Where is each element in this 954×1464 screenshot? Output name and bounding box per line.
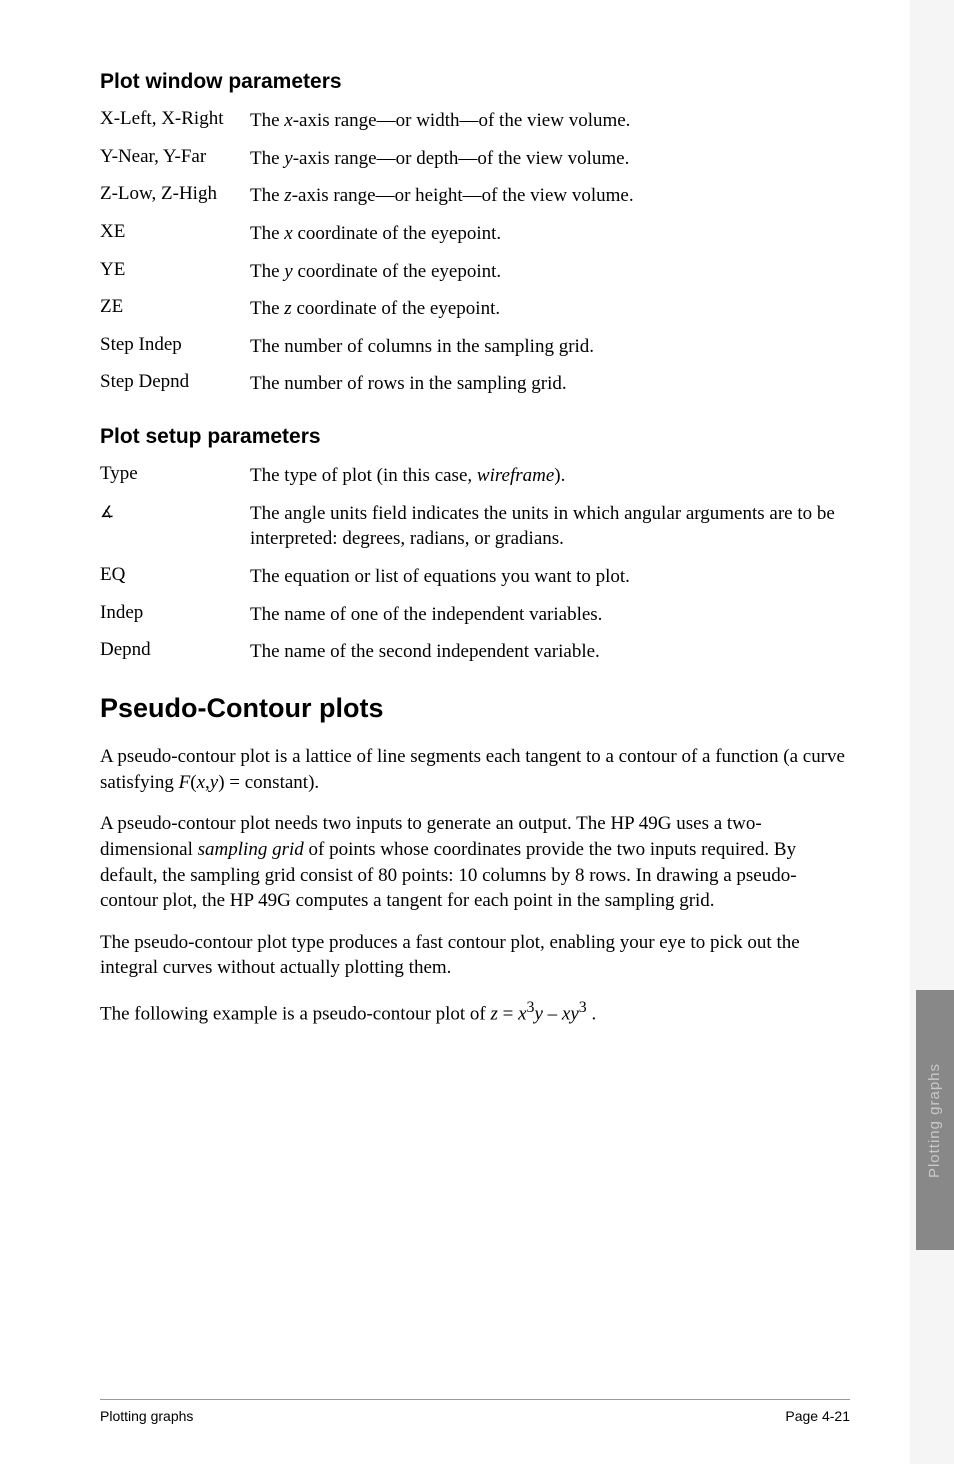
param-desc: The x-axis range—or width—of the view vo… (250, 108, 850, 134)
param-row: Z-Low, Z-HighThe z-axis range—or height—… (100, 183, 850, 209)
param-row: TypeThe type of plot (in this case, wire… (100, 463, 850, 489)
plot-setup-heading: Plot setup parameters (100, 425, 850, 449)
body-paragraph: A pseudo-contour plot needs two inputs t… (100, 811, 850, 914)
param-term: Depnd (100, 639, 250, 661)
plot-setup-params: TypeThe type of plot (in this case, wire… (100, 463, 850, 665)
param-term: X-Left, X-Right (100, 108, 250, 130)
param-term: Step Indep (100, 334, 250, 356)
param-term: Type (100, 463, 250, 485)
param-term: ∡ (100, 501, 250, 523)
footer-left: Plotting graphs (100, 1408, 193, 1424)
pseudo-contour-heading: Pseudo-Contour plots (100, 693, 850, 724)
document-page: Plot window parameters X-Left, X-RightTh… (0, 0, 910, 1464)
param-term: Z-Low, Z-High (100, 183, 250, 205)
footer-right: Page 4-21 (785, 1408, 850, 1424)
param-row: YEThe y coordinate of the eyepoint. (100, 259, 850, 285)
param-term: XE (100, 221, 250, 243)
param-row: ZEThe z coordinate of the eyepoint. (100, 296, 850, 322)
param-row: IndepThe name of one of the independent … (100, 602, 850, 628)
param-row: EQThe equation or list of equations you … (100, 564, 850, 590)
param-term: Y-Near, Y-Far (100, 146, 250, 168)
page-footer: Plotting graphs Page 4-21 (100, 1399, 850, 1424)
body-paragraph: A pseudo-contour plot is a lattice of li… (100, 744, 850, 795)
param-row: Step DepndThe number of rows in the samp… (100, 371, 850, 397)
param-desc: The number of columns in the sampling gr… (250, 334, 850, 360)
plot-window-params: X-Left, X-RightThe x-axis range—or width… (100, 108, 850, 397)
param-desc: The type of plot (in this case, wirefram… (250, 463, 850, 489)
param-row: X-Left, X-RightThe x-axis range—or width… (100, 108, 850, 134)
side-tab-label: Plotting graphs (927, 1062, 944, 1177)
param-desc: The angle units field indicates the unit… (250, 501, 850, 552)
param-row: Step IndepThe number of columns in the s… (100, 334, 850, 360)
plot-window-heading: Plot window parameters (100, 70, 850, 94)
param-desc: The name of one of the independent varia… (250, 602, 850, 628)
param-term: EQ (100, 564, 250, 586)
body-paragraph: The pseudo-contour plot type produces a … (100, 930, 850, 981)
param-desc: The number of rows in the sampling grid. (250, 371, 850, 397)
param-row: Y-Near, Y-FarThe y-axis range—or depth—o… (100, 146, 850, 172)
param-term: Indep (100, 602, 250, 624)
body-paragraph: The following example is a pseudo-contou… (100, 997, 850, 1027)
param-desc: The z-axis range—or height—of the view v… (250, 183, 850, 209)
param-desc: The z coordinate of the eyepoint. (250, 296, 850, 322)
param-term: ZE (100, 296, 250, 318)
param-row: ∡The angle units field indicates the uni… (100, 501, 850, 552)
side-tab: Plotting graphs (916, 990, 954, 1250)
param-desc: The y-axis range—or depth—of the view vo… (250, 146, 850, 172)
param-desc: The name of the second independent varia… (250, 639, 850, 665)
param-desc: The y coordinate of the eyepoint. (250, 259, 850, 285)
param-row: XEThe x coordinate of the eyepoint. (100, 221, 850, 247)
param-term: Step Depnd (100, 371, 250, 393)
param-term: YE (100, 259, 250, 281)
param-desc: The equation or list of equations you wa… (250, 564, 850, 590)
param-desc: The x coordinate of the eyepoint. (250, 221, 850, 247)
param-row: DepndThe name of the second independent … (100, 639, 850, 665)
